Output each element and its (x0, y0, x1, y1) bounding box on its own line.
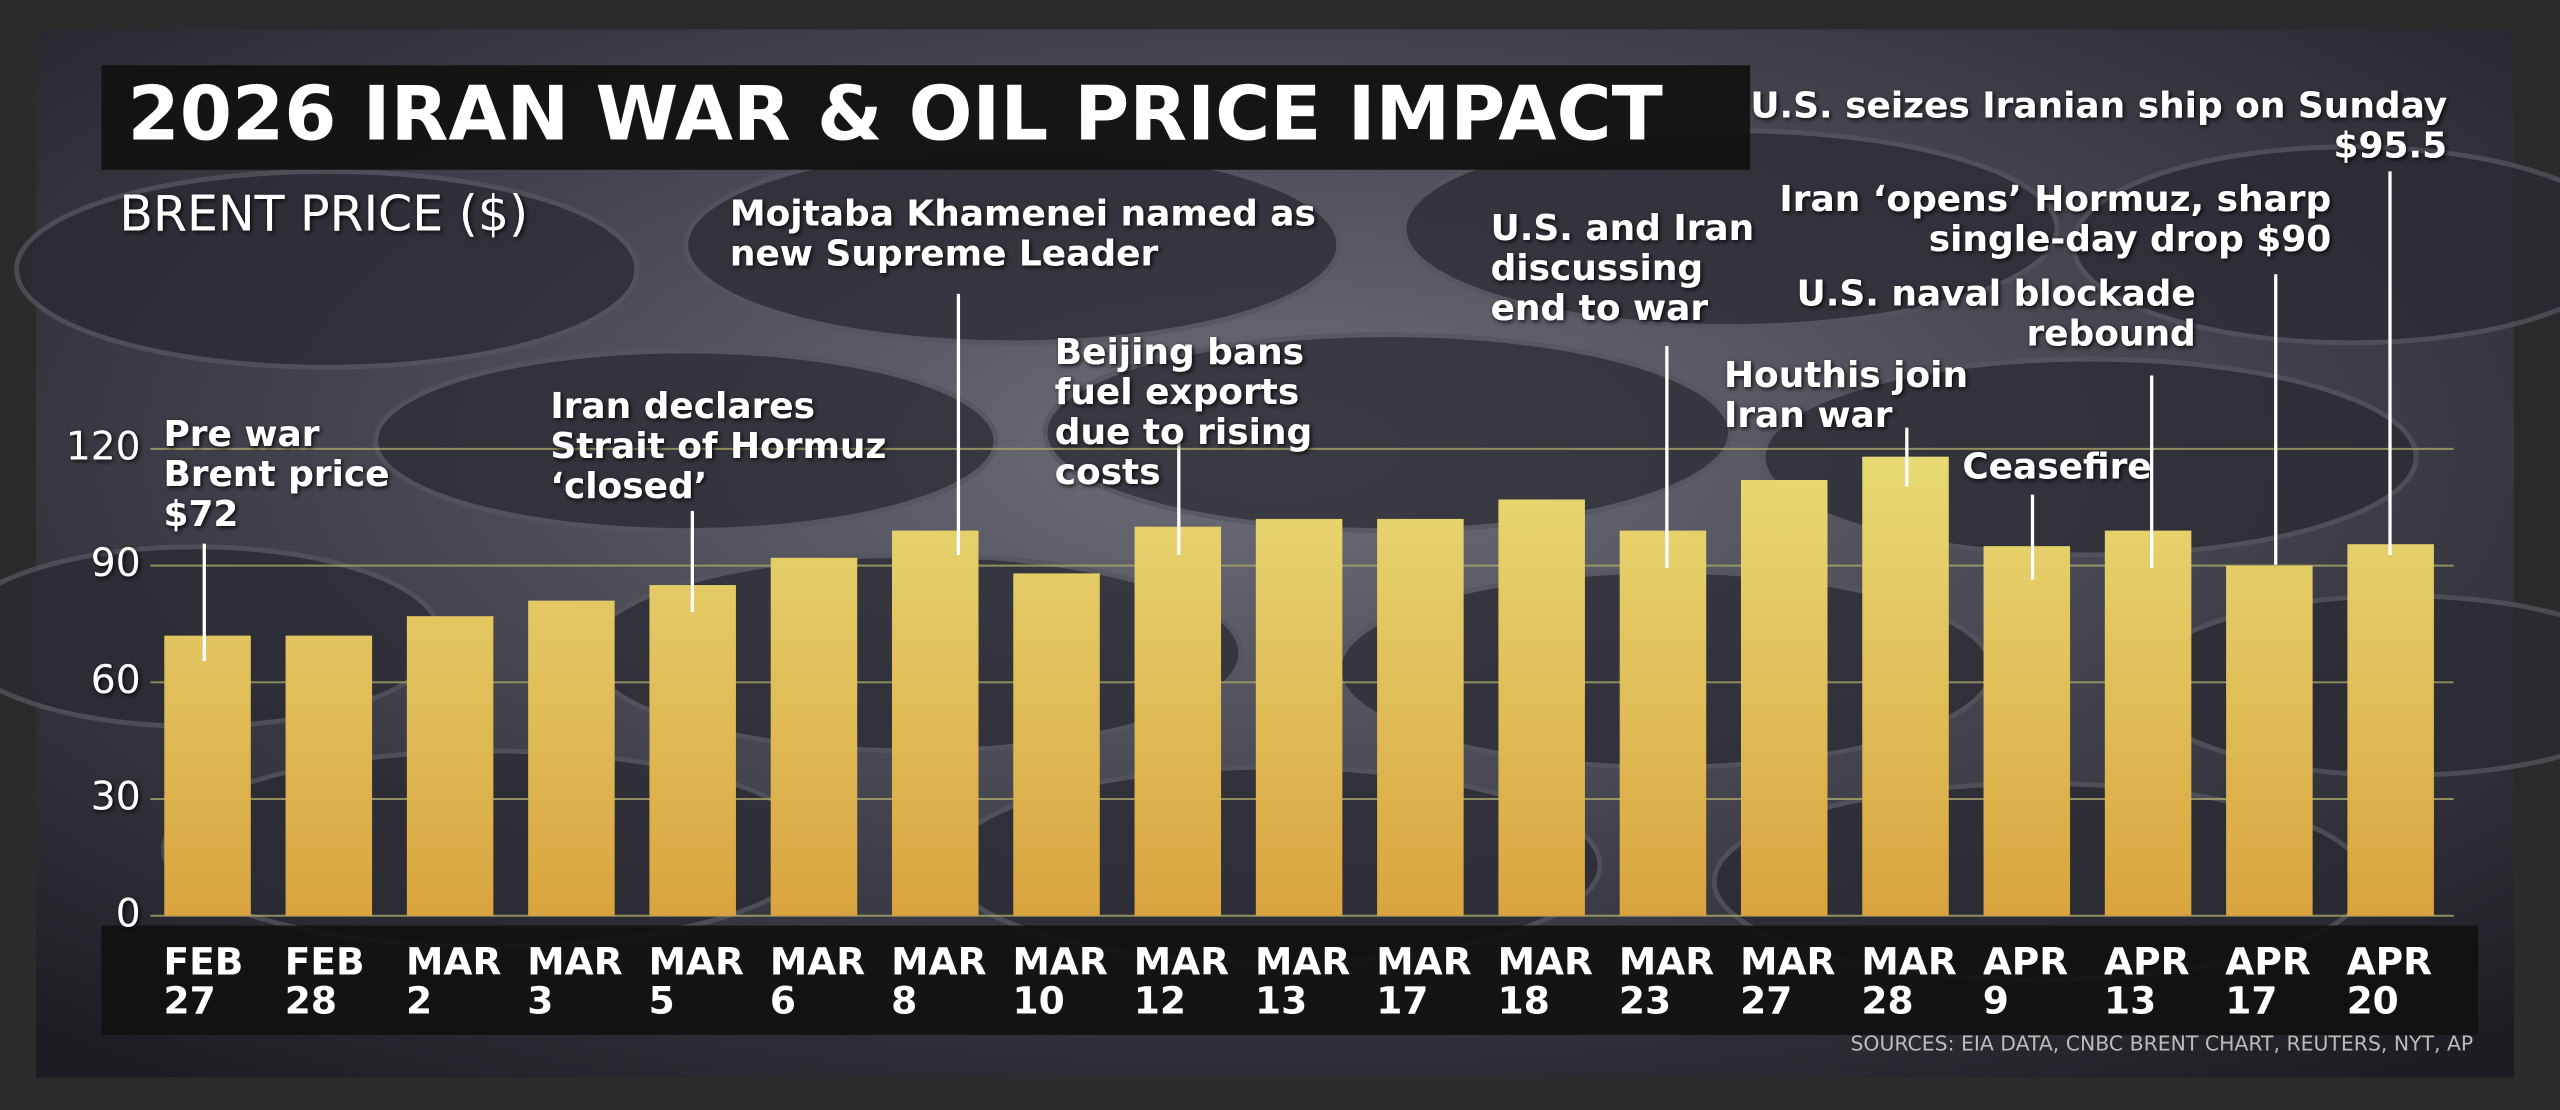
bar (2226, 565, 2313, 916)
y-axis-label: BRENT PRICE ($) (119, 186, 528, 243)
bar (1740, 480, 1828, 916)
x-tick-label-box: FEB 27 (163, 943, 244, 1024)
x-tick-label: MAR 8 (891, 943, 987, 1024)
x-tick-label: APR 13 (2104, 943, 2190, 1024)
x-tick-label: MAR 27 (1740, 943, 1836, 1024)
annotation-text: costs (1055, 452, 1161, 493)
x-tick-label: MAR 17 (1376, 943, 1472, 1024)
annotation-text: Beijing bans (1055, 332, 1304, 373)
bar (285, 635, 373, 916)
x-tick-label-box: MAR 18 (1497, 943, 1593, 1024)
bar (770, 557, 858, 916)
category-band (101, 925, 2479, 1035)
bar (2347, 544, 2434, 916)
y-tick-label: 30 (91, 775, 141, 820)
annotation-text: rebound (2026, 313, 2195, 354)
bar (1619, 530, 1707, 916)
x-tick-label: APR 20 (2346, 943, 2433, 1024)
annotation-text: U.S. and Iran (1491, 208, 1755, 249)
x-tick-label-box: APR 9 (1982, 943, 2069, 1024)
bar (1862, 456, 1949, 916)
annotation-text: new Supreme Leader (730, 233, 1159, 274)
bar (649, 585, 736, 916)
bar (1983, 546, 2071, 916)
y-tick-label: 60 (91, 658, 141, 703)
x-tick-label: MAR 6 (769, 943, 866, 1024)
x-tick-label-box: MAR 12 (1133, 943, 1230, 1024)
annotation-text: Ceasefire (1962, 446, 2151, 487)
x-tick-label-box: MAR 5 (648, 943, 744, 1024)
annotation-text: end to war (1491, 288, 1709, 329)
bar (164, 635, 251, 916)
x-tick-label-box: APR 20 (2346, 943, 2433, 1024)
x-tick-label: MAR 23 (1618, 943, 1715, 1024)
x-tick-label: FEB 27 (163, 943, 244, 1024)
x-tick-label: MAR 5 (648, 943, 744, 1024)
bar (1498, 499, 1585, 916)
x-tick-label-box: APR 17 (2225, 943, 2311, 1024)
source-note: SOURCES: EIA DATA, CNBC BRENT CHART, REU… (1850, 1032, 2473, 1056)
annotation-text: Pre war (163, 414, 319, 455)
x-tick-label-box: MAR 2 (406, 943, 502, 1024)
x-tick-label: APR 9 (1982, 943, 2069, 1024)
annotation-text: $72 (163, 494, 238, 535)
x-tick-label-box: MAR 10 (1012, 943, 1108, 1024)
x-tick-label: APR 17 (2225, 943, 2311, 1024)
bar (1134, 526, 1222, 916)
x-tick-label-box: MAR 27 (1740, 943, 1836, 1024)
x-tick-label: FEB 28 (284, 943, 365, 1024)
bar (406, 616, 494, 916)
annotation-text: Brent price (163, 454, 389, 495)
bar (1255, 518, 1343, 916)
x-tick-label-box: MAR 8 (891, 943, 987, 1024)
x-tick-label-box: MAR 28 (1861, 943, 1957, 1024)
annotation-text: fuel exports (1055, 372, 1299, 413)
bar (528, 600, 615, 916)
bar (1013, 573, 1100, 916)
title-box (101, 65, 1751, 170)
bar (891, 530, 979, 916)
x-tick-label-box: MAR 17 (1376, 943, 1472, 1024)
annotation-text: Mojtaba Khamenei named as (730, 193, 1316, 234)
x-tick-label: MAR 12 (1133, 943, 1230, 1024)
annotation-text: U.S. seizes Iranian ship on Sunday (1750, 86, 2447, 127)
annotation-text: Iran war (1724, 395, 1893, 436)
x-tick-label: MAR 2 (406, 943, 502, 1024)
y-tick-label: 0 (116, 891, 141, 936)
x-tick-label-box: FEB 28 (284, 943, 365, 1024)
annotation-text: Iran ‘opens’ Hormuz, sharp (1779, 179, 2331, 220)
x-tick-label-box: MAR 3 (527, 943, 623, 1024)
x-tick-label-box: MAR 13 (1255, 943, 1351, 1024)
y-tick-label: 90 (91, 541, 141, 586)
x-tick-label: MAR 18 (1497, 943, 1593, 1024)
x-tick-label: MAR 28 (1861, 943, 1957, 1024)
annotation-text: $95.5 (2334, 126, 2448, 167)
annotation-text: ‘closed’ (550, 466, 707, 507)
annotation-text: Houthis join (1724, 355, 1968, 396)
x-tick-label: MAR 3 (527, 943, 623, 1024)
x-tick-label-box: APR 13 (2104, 943, 2190, 1024)
annotation-text: Iran declares (550, 386, 815, 427)
chart-title: 2026 IRAN WAR & OIL PRICE IMPACT (128, 70, 1663, 158)
annotation-text: Strait of Hormuz (550, 426, 886, 467)
x-tick-label-box: MAR 6 (769, 943, 866, 1024)
annotation-text: due to rising (1055, 412, 1312, 453)
annotation-text: discussing (1491, 248, 1704, 289)
bar (1377, 518, 1464, 916)
y-tick-label: 120 (66, 424, 141, 469)
x-tick-label: MAR 13 (1255, 943, 1351, 1024)
annotation-text: single-day drop $90 (1929, 219, 2331, 260)
x-tick-label: MAR 10 (1012, 943, 1108, 1024)
x-tick-label-box: MAR 23 (1618, 943, 1715, 1024)
bar (2104, 530, 2192, 916)
annotation-text: U.S. naval blockade (1797, 273, 2196, 314)
